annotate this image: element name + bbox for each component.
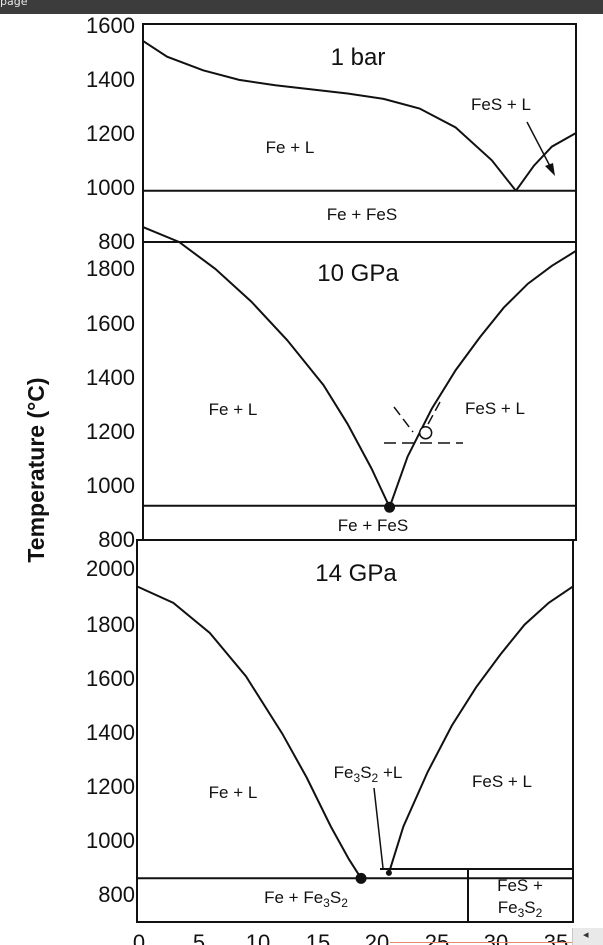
p1-region-fe-l: Fe + L (266, 138, 315, 157)
xtick: 25 (425, 930, 449, 945)
p2-ytick: 1000 (86, 473, 135, 498)
p3-ytick: 1600 (86, 666, 135, 691)
p2-ytick: 800 (98, 527, 135, 552)
window-title: page (0, 0, 28, 8)
p2-ytick: 1600 (86, 311, 135, 336)
p2-ytick: 1400 (86, 365, 135, 390)
p3-ytick: 800 (98, 882, 135, 907)
p1-ytick: 1200 (86, 121, 135, 146)
p3-region-fe-fe3s2: Fe + Fe3S2 (264, 888, 348, 910)
p3-ytick: 1000 (86, 828, 135, 853)
p2-region-fe-l: Fe + L (209, 400, 258, 419)
panel-3-title: 14 GPa (315, 560, 397, 587)
panel-1-title: 1 bar (331, 44, 386, 71)
panel-3-frame (136, 539, 574, 923)
p3-pointer-line (373, 787, 384, 869)
p1-region-fes-l: FeS + L (471, 95, 531, 114)
xtick: 20 (365, 930, 389, 945)
p3-region-fes-l: FeS + L (472, 772, 532, 791)
panel-2-title: 10 GPa (317, 260, 399, 287)
p1-ytick: 1000 (86, 175, 135, 200)
p2-region-fe-fes: Fe + FeS (338, 516, 408, 535)
panel-2-eutectic-point (384, 501, 396, 513)
xtick: 15 (306, 930, 330, 945)
xtick: 10 (246, 930, 270, 945)
panel-2-open-point (418, 425, 433, 440)
xtick: 5 (193, 930, 205, 945)
p2-ytick: 1800 (86, 256, 135, 281)
chevron-left-icon: ◂ (583, 929, 589, 941)
p3-region-fe3s2-l: Fe3S2 +L (334, 763, 403, 785)
p1-ytick: 1400 (86, 67, 135, 92)
p1-ytick: 1600 (86, 13, 135, 38)
p3-ytick: 1800 (86, 612, 135, 637)
panel-2-boundary-line (388, 250, 577, 508)
p1-region-fe-fes: Fe + FeS (327, 205, 397, 224)
panel-2-boundary-line (142, 226, 391, 508)
p3-region-fes-plus: FeS + (497, 876, 543, 895)
panel-1-boundary-line (142, 40, 517, 192)
panel-1-boundary-line (515, 132, 577, 192)
p2-dashed-line (393, 406, 414, 433)
p1-arrow-head (545, 163, 555, 176)
p3-region-fe-l: Fe + L (209, 783, 258, 802)
p1-arrow-line (526, 121, 553, 171)
selection-indicator-line (390, 942, 603, 943)
p3-ytick: 2000 (86, 556, 135, 581)
xtick: 30 (484, 930, 508, 945)
window-title-bar: page (0, 0, 603, 14)
p3-ytick: 1400 (86, 720, 135, 745)
panel-3-boundary-line (136, 585, 362, 879)
p2-dashed-line (426, 401, 441, 427)
y-axis-label: Temperature (°C) (23, 377, 49, 562)
p3-ytick: 1200 (86, 774, 135, 799)
p3-region-fe3s2: Fe3S2 (498, 898, 543, 920)
p1-ytick: 800 (98, 229, 135, 254)
scroll-arrow-button[interactable]: ◂ (572, 928, 603, 945)
p2-region-fes-l: FeS + L (465, 399, 525, 418)
xtick: 0 (133, 930, 145, 945)
panel-3-peritectic-point (385, 869, 392, 876)
xtick: 35 (544, 930, 568, 945)
panel-3-boundary-line (387, 585, 574, 874)
panel-3-eutectic-point (355, 872, 367, 884)
p2-ytick: 1200 (86, 419, 135, 444)
chart-marks (136, 40, 577, 884)
